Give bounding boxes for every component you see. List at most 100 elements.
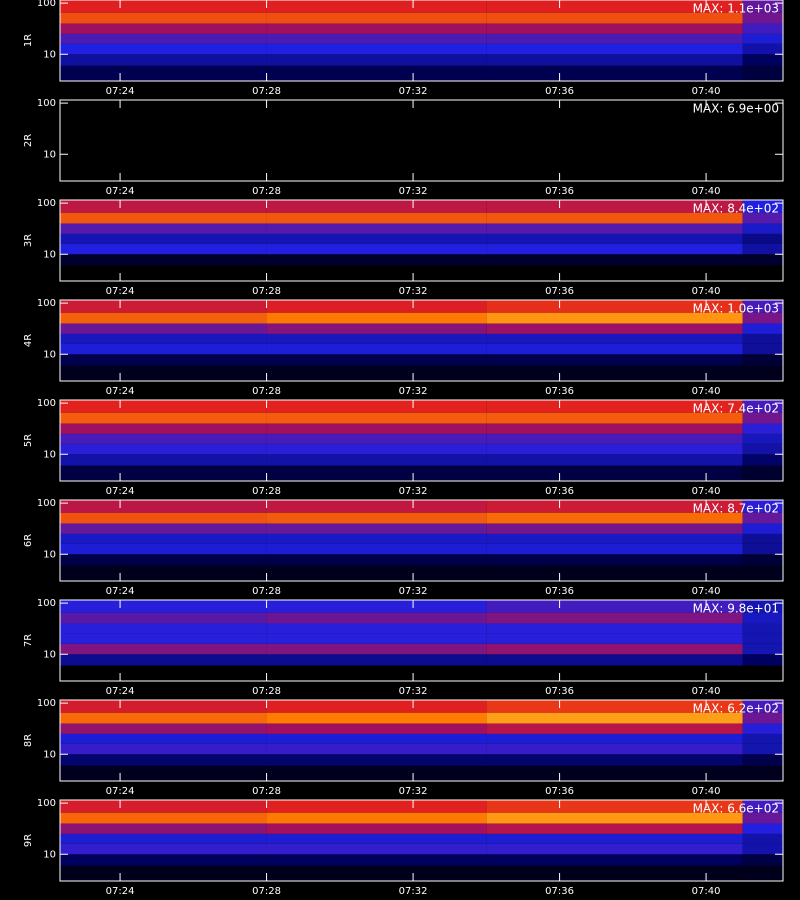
y-tick-label: 10 bbox=[43, 649, 56, 660]
heatmap-cell bbox=[266, 643, 487, 655]
heatmap-cell bbox=[742, 354, 783, 366]
x-tick-label: 07:24 bbox=[106, 386, 135, 397]
heatmap-cell bbox=[486, 812, 743, 824]
heatmap-cell bbox=[486, 0, 743, 13]
heatmap-cell bbox=[60, 154, 267, 166]
heatmap-cell bbox=[60, 223, 267, 234]
y-axis-label: 5R bbox=[23, 434, 34, 447]
x-tick-label: 07:40 bbox=[692, 586, 721, 597]
heatmap-cell bbox=[60, 433, 267, 444]
heatmap-cell bbox=[742, 43, 783, 55]
heatmap-cell bbox=[266, 223, 487, 234]
heatmap-cell bbox=[60, 543, 267, 555]
x-tick-label: 07:32 bbox=[399, 786, 428, 797]
heatmap-cell bbox=[60, 423, 267, 434]
heatmap-cell bbox=[60, 300, 267, 313]
heatmap-cell bbox=[742, 623, 783, 634]
heatmap-cell bbox=[742, 23, 783, 34]
heatmap-cell bbox=[486, 833, 743, 844]
heatmap-cell bbox=[60, 600, 267, 613]
x-tick-label: 07:40 bbox=[692, 86, 721, 97]
heatmap-cell bbox=[60, 654, 267, 666]
heatmap-cell bbox=[486, 512, 743, 524]
heatmap-cell bbox=[266, 0, 487, 13]
heatmap-cell bbox=[486, 165, 743, 181]
heatmap-cell bbox=[60, 854, 267, 866]
heatmap-cell bbox=[60, 123, 267, 134]
heatmap-cell bbox=[742, 312, 783, 324]
x-tick-label: 07:36 bbox=[545, 86, 574, 97]
heatmap-cell bbox=[266, 333, 487, 344]
heatmap-cell bbox=[266, 800, 487, 813]
x-tick-label: 07:36 bbox=[545, 686, 574, 697]
heatmap-cell bbox=[486, 33, 743, 44]
x-tick-label: 07:28 bbox=[252, 86, 281, 97]
heatmap-cell bbox=[60, 112, 267, 124]
heatmap-cell bbox=[60, 312, 267, 324]
heatmap-cell bbox=[266, 600, 487, 613]
heatmap-cell bbox=[60, 633, 267, 644]
heatmap-cell bbox=[742, 643, 783, 655]
x-tick-label: 07:36 bbox=[545, 586, 574, 597]
heatmap-cell bbox=[266, 43, 487, 55]
heatmap-cell bbox=[486, 333, 743, 344]
heatmap-cell bbox=[486, 154, 743, 166]
heatmap-cell bbox=[266, 323, 487, 334]
heatmap-cell bbox=[486, 123, 743, 134]
heatmap-cell bbox=[742, 400, 783, 413]
max-label: MAX: 6.9e+00 bbox=[693, 102, 779, 116]
heatmap-cell bbox=[60, 554, 267, 566]
heatmap-cell bbox=[266, 200, 487, 213]
heatmap-cell bbox=[266, 254, 487, 266]
heatmap-cell bbox=[742, 423, 783, 434]
x-tick-label: 07:32 bbox=[399, 386, 428, 397]
heatmap-cell bbox=[742, 0, 783, 13]
heatmap-cell bbox=[486, 454, 743, 466]
heatmap-cell bbox=[742, 600, 783, 613]
heatmap-cell bbox=[266, 65, 487, 81]
heatmap-cell bbox=[266, 12, 487, 24]
heatmap-cell bbox=[742, 612, 783, 624]
heatmap-cell bbox=[486, 543, 743, 555]
heatmap-cell bbox=[486, 612, 743, 624]
heatmap-cell bbox=[486, 654, 743, 666]
x-tick-label: 07:40 bbox=[692, 486, 721, 497]
heatmap-cell bbox=[266, 665, 487, 681]
heatmap-cell bbox=[266, 623, 487, 634]
plot-frame bbox=[59, 599, 784, 682]
heatmap-cell bbox=[486, 554, 743, 566]
y-tick-label: 100 bbox=[37, 498, 56, 509]
y-axis-label: 4R bbox=[23, 334, 34, 347]
heatmap-cell bbox=[742, 54, 783, 66]
plot-frame bbox=[59, 0, 784, 82]
x-tick-label: 07:32 bbox=[399, 186, 428, 197]
heatmap-cell bbox=[266, 743, 487, 755]
heatmap-cell bbox=[60, 54, 267, 66]
x-tick-label: 07:24 bbox=[106, 886, 135, 897]
heatmap-cell bbox=[60, 323, 267, 334]
heatmap-cell bbox=[266, 54, 487, 66]
heatmap-cell bbox=[60, 65, 267, 81]
heatmap-cell bbox=[486, 100, 743, 113]
heatmap-cell bbox=[486, 623, 743, 634]
heatmap-cell bbox=[60, 765, 267, 781]
heatmap-cell bbox=[266, 123, 487, 134]
y-axis-label: 9R bbox=[23, 834, 34, 847]
heatmap-cell bbox=[266, 612, 487, 624]
heatmap-cell bbox=[742, 433, 783, 444]
heatmap-cell bbox=[60, 623, 267, 634]
x-tick-label: 07:28 bbox=[252, 186, 281, 197]
heatmap-cell bbox=[266, 343, 487, 355]
x-tick-label: 07:36 bbox=[545, 486, 574, 497]
heatmap-cell bbox=[60, 43, 267, 55]
heatmap-cell bbox=[486, 143, 743, 155]
y-axis-label: 6R bbox=[23, 534, 34, 547]
heatmap-cell bbox=[266, 233, 487, 244]
x-tick-label: 07:40 bbox=[692, 286, 721, 297]
heatmap-cell bbox=[266, 733, 487, 744]
heatmap-cell bbox=[486, 54, 743, 66]
heatmap-cell bbox=[742, 200, 783, 213]
heatmap-cell bbox=[266, 443, 487, 455]
heatmap-cell bbox=[60, 612, 267, 624]
heatmap-cell bbox=[60, 254, 267, 266]
